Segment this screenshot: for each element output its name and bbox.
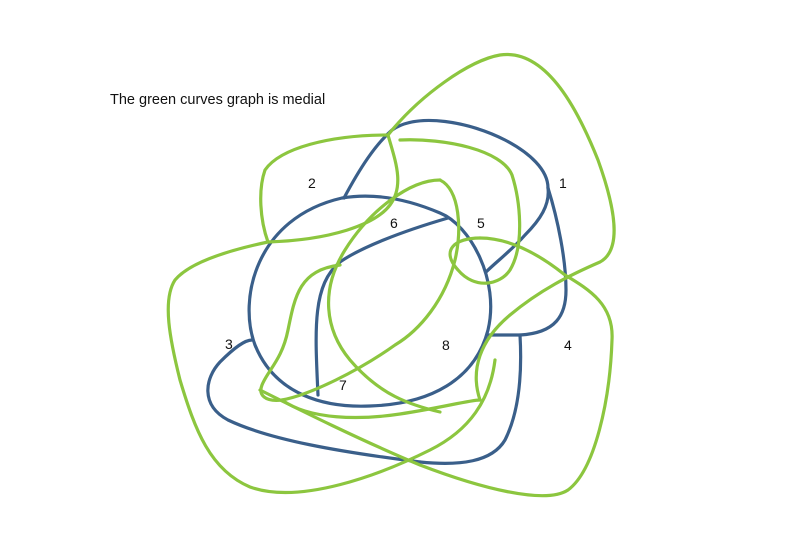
region-label-6: 6 (390, 215, 398, 231)
region-label-7: 7 (339, 377, 347, 393)
blue-right-loop (486, 186, 568, 337)
blue-bottom-left-edge (206, 338, 422, 464)
blue-inner-circle (247, 194, 493, 408)
region-labels: 1 2 3 4 5 6 7 8 (225, 175, 572, 393)
blue-inner-chord (314, 216, 450, 397)
diagram-caption: The green curves graph is medial (110, 92, 326, 108)
green-left-lobe (166, 240, 497, 495)
blue-top-arc (342, 118, 550, 200)
region-label-4: 4 (564, 337, 572, 353)
green-inner-swirl (327, 178, 442, 414)
green-inner-loop-7 (259, 178, 461, 402)
green-central-loop (398, 138, 522, 285)
green-lower-arc (280, 398, 482, 420)
region-label-5: 5 (477, 215, 485, 231)
region-label-1: 1 (559, 175, 567, 191)
region-label-3: 3 (225, 336, 233, 352)
green-bottom-right-lobe (258, 236, 614, 498)
green-top-right-lobe (386, 52, 616, 402)
region-label-8: 8 (442, 337, 450, 353)
green-medial-graph (166, 52, 616, 498)
blue-graph (206, 118, 568, 465)
green-upper-left-lobe (259, 133, 400, 244)
blue-right-inner-edge (484, 186, 550, 274)
blue-bottom-right-edge (418, 333, 523, 465)
region-label-2: 2 (308, 175, 316, 191)
